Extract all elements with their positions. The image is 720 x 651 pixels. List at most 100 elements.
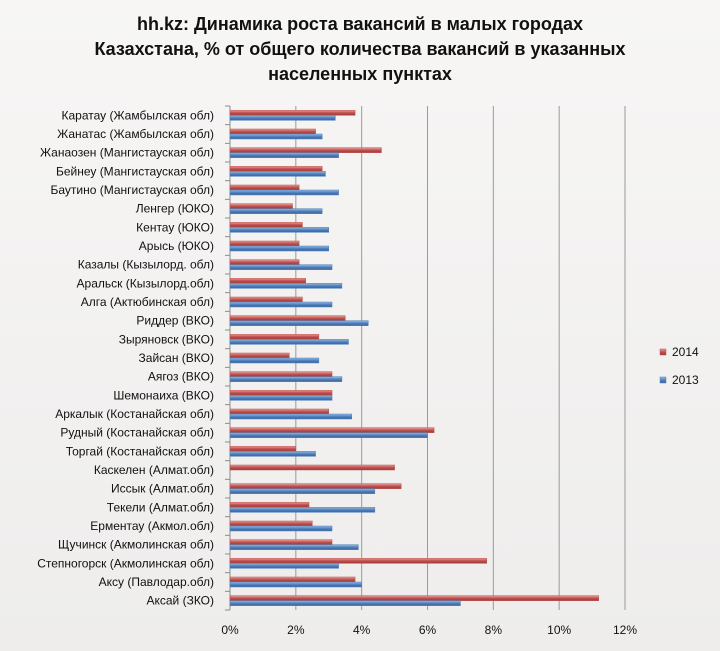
category-label: Зыряновск (ВКО) — [119, 332, 214, 346]
category-label: Торгай (Костанайская обл) — [66, 444, 214, 458]
x-tick-label: 4% — [353, 623, 371, 637]
bar-2013 — [229, 115, 336, 121]
bar-2014 — [229, 110, 356, 116]
category-label: Каратау (Жамбылская обл) — [61, 108, 214, 122]
bar-2014 — [229, 595, 599, 601]
bar-2013 — [229, 600, 461, 606]
bar-2014 — [229, 539, 333, 545]
bar-2013 — [229, 563, 339, 569]
bar-2014 — [229, 464, 395, 471]
bar-2013 — [229, 264, 333, 270]
chart-title-line-2: Казахстана, % от общего количества вакан… — [94, 39, 626, 59]
bar-2014 — [229, 259, 300, 265]
legend-swatch-2014 — [659, 348, 667, 356]
bar-layer — [229, 110, 599, 606]
category-label: Жанаозен (Мангистауская обл) — [40, 146, 214, 160]
bar-2014 — [229, 128, 316, 135]
bar-2014 — [229, 502, 310, 508]
x-tick-labels: 0% 2% 4% 6% 8% 10% 12% — [221, 623, 637, 637]
category-label: Аягоз (ВКО) — [148, 370, 214, 384]
bar-2013 — [229, 451, 316, 457]
bar-2014 — [229, 184, 300, 191]
bar-2014 — [229, 296, 303, 303]
bar-2013 — [229, 488, 376, 494]
bar-2014 — [229, 446, 297, 452]
legend: 2014 2013 — [659, 345, 699, 387]
bar-2013 — [229, 152, 339, 158]
bar-2013 — [229, 227, 329, 233]
category-label: Аксу (Павлодар.обл) — [99, 575, 214, 589]
bar-2013 — [229, 395, 333, 401]
category-label: Бейнеу (Мангистауская обл) — [56, 164, 214, 178]
bar-2014 — [229, 390, 333, 396]
bar-2013 — [229, 357, 320, 364]
bar-2013 — [229, 171, 326, 177]
bar-2014 — [229, 222, 303, 228]
chart-title: hh.kz: Динамика роста вакансий в малых г… — [60, 12, 660, 87]
x-tick-label: 12% — [613, 623, 637, 637]
bar-2014 — [229, 520, 313, 527]
category-label: Ерментау (Акмол.обл) — [90, 519, 214, 533]
bar-2014 — [229, 278, 306, 284]
x-tick-label: 10% — [547, 623, 571, 637]
bar-2014 — [229, 371, 333, 377]
category-label: Аркалык (Костанайская обл) — [55, 407, 214, 421]
chart-title-line-1: hh.kz: Динамика роста вакансий в малых г… — [136, 14, 584, 34]
category-labels: Каратау (Жамбылская обл) Жанатас (Жамбылс… — [37, 105, 230, 608]
bar-2013 — [229, 525, 333, 532]
category-label: Аксай (ЗКО) — [146, 594, 214, 608]
bar-2013 — [229, 283, 343, 289]
bar-2013 — [229, 301, 333, 308]
bar-2014 — [229, 408, 329, 415]
x-tick-label: 8% — [485, 623, 503, 637]
bar-2013 — [229, 189, 339, 196]
bar-2014 — [229, 483, 402, 489]
bar-2013 — [229, 245, 329, 252]
bar-2013 — [229, 507, 376, 513]
category-label: Степногорск (Акмолинская обл) — [37, 556, 214, 570]
category-label: Зайсан (ВКО) — [139, 351, 214, 365]
bar-2014 — [229, 240, 300, 247]
bar-2014 — [229, 427, 435, 433]
bar-2013 — [229, 320, 369, 326]
bar-2013 — [229, 376, 343, 382]
bar-2013 — [229, 339, 349, 345]
bar-2014 — [229, 576, 356, 583]
category-label: Арысь (ЮКО) — [139, 239, 214, 253]
bar-2013 — [229, 544, 359, 550]
bar-2014 — [229, 147, 382, 153]
legend-swatch-2013 — [659, 376, 667, 384]
bar-2014 — [229, 203, 293, 209]
category-label: Щучинск (Акмолинская обл) — [58, 538, 214, 552]
x-tick-label: 6% — [419, 623, 437, 637]
category-label: Кентау (ЮКО) — [136, 220, 214, 234]
category-label: Иссык (Алмат.обл) — [111, 482, 214, 496]
category-label: Каскелен (Алмат.обл) — [94, 463, 214, 477]
bar-2013 — [229, 581, 362, 588]
category-label: Баутино (Мангистауская обл) — [50, 183, 214, 197]
bar-2014 — [229, 352, 290, 359]
x-tick-label: 0% — [221, 623, 239, 637]
x-tick-label: 2% — [287, 623, 305, 637]
bar-2014 — [229, 558, 487, 564]
category-label: Шемонаиха (ВКО) — [113, 388, 214, 402]
bar-2013 — [229, 133, 323, 140]
category-label: Жанатас (Жамбылская обл) — [57, 127, 214, 141]
chart-title-line-3: населенных пунктах — [268, 64, 452, 84]
bar-2014 — [229, 166, 323, 172]
category-label: Аральск (Кызылорд.обл) — [77, 276, 214, 290]
bar-2013 — [229, 432, 428, 438]
bar-2013 — [229, 413, 353, 420]
category-label: Ленгер (ЮКО) — [136, 202, 214, 216]
bar-2014 — [229, 334, 320, 340]
legend-label-2014: 2014 — [672, 345, 699, 359]
category-label: Алга (Актюбинская обл) — [81, 295, 214, 309]
bar-2013 — [229, 208, 323, 214]
bar-2014 — [229, 315, 346, 321]
category-label: Казалы (Кызылорд. обл) — [78, 258, 214, 272]
category-label: Текели (Алмат.обл) — [107, 500, 214, 514]
category-label: Риддер (ВКО) — [136, 314, 214, 328]
category-label: Рудный (Костанайская обл) — [60, 426, 214, 440]
